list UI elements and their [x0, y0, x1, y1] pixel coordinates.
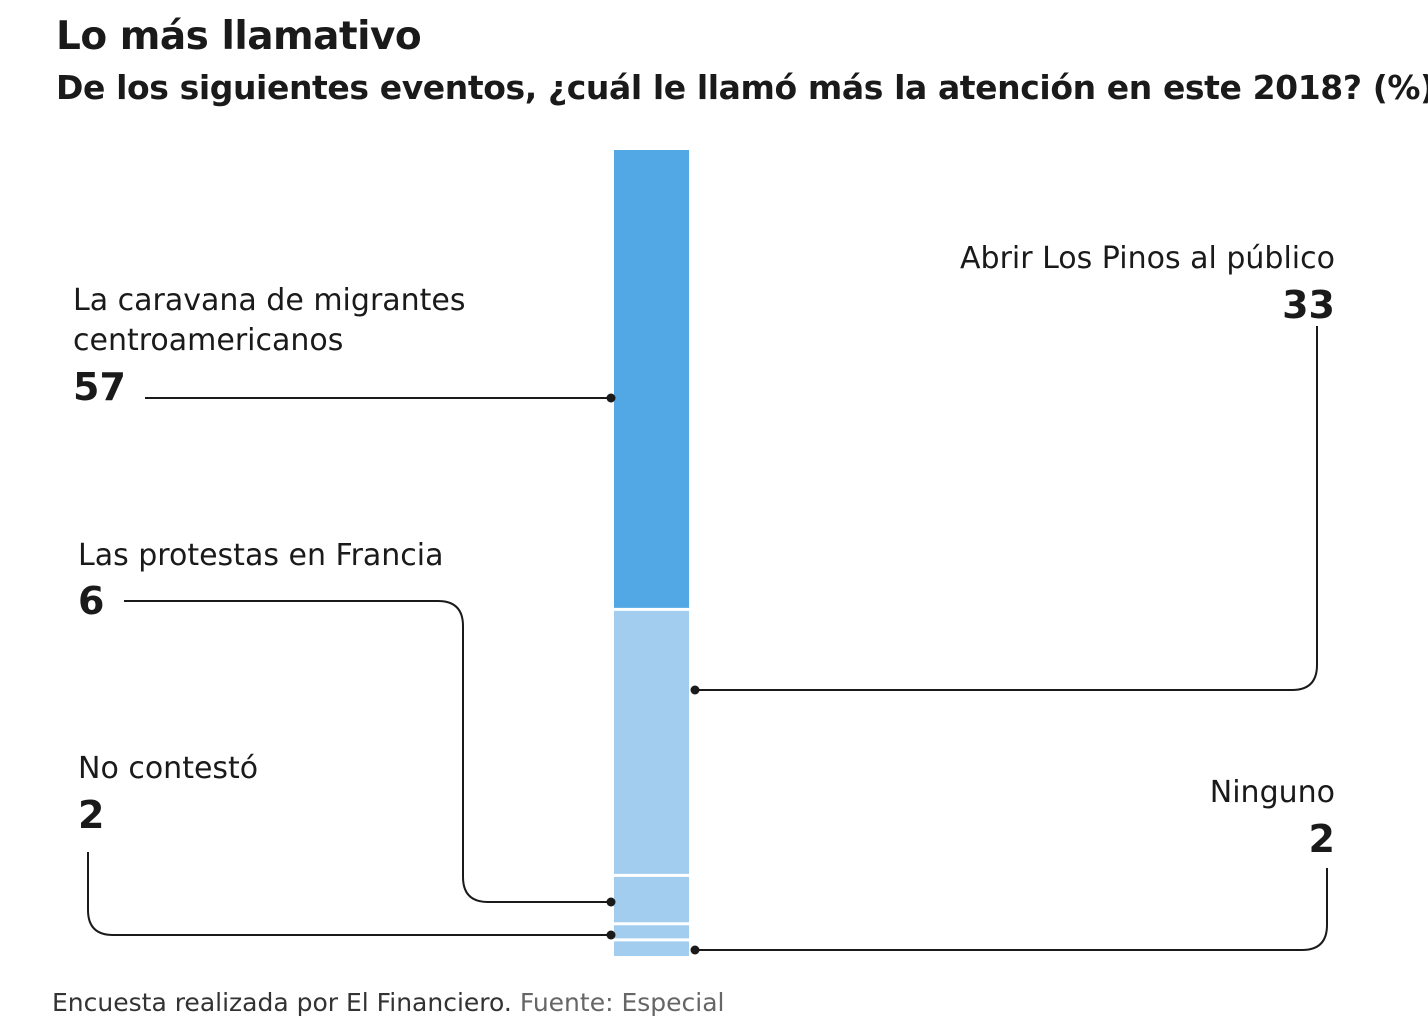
footer-source: Fuente: Especial: [519, 988, 725, 1017]
segment-label-2-line-0: Las protestas en Francia: [78, 538, 444, 573]
leader-line-4: [695, 868, 1328, 951]
leader-dot-4: [690, 945, 700, 955]
segment-value-4: 2: [1309, 817, 1335, 861]
chart-title: Lo más llamativo: [56, 14, 422, 59]
segment-label-0-line-1: centroamericanos: [73, 323, 343, 358]
leader-line-2: [124, 600, 611, 903]
segment-value-3: 2: [78, 793, 104, 837]
footer-note: Encuesta realizada por El Financiero.: [52, 988, 512, 1017]
bar-segment-4: [614, 939, 689, 956]
segment-label-1-line-0: Abrir Los Pinos al público: [960, 241, 1335, 276]
footer: Encuesta realizada por El Financiero. Fue…: [52, 988, 724, 1017]
segment-label-0-line-0: La caravana de migrantes: [73, 283, 466, 318]
leader-line-1: [695, 326, 1318, 691]
leader-dot-3: [606, 930, 616, 940]
segment-label-4-line-0: Ninguno: [1210, 775, 1335, 810]
bar-segment-2: [614, 875, 689, 924]
bar-segment-3: [614, 923, 689, 940]
segment-value-0: 57: [73, 365, 126, 409]
chart-subtitle: De los siguientes eventos, ¿cuál le llam…: [56, 68, 1428, 107]
bar-segment-1: [614, 609, 689, 876]
leader-line-3: [87, 852, 611, 936]
segment-value-2: 6: [78, 579, 104, 623]
segment-value-1: 33: [1282, 283, 1335, 327]
leader-dot-0: [606, 393, 616, 403]
segment-label-3-line-0: No contestó: [78, 751, 258, 786]
bar-segment-0: [614, 150, 689, 610]
leader-dot-1: [690, 685, 700, 695]
leader-dot-2: [606, 897, 616, 907]
